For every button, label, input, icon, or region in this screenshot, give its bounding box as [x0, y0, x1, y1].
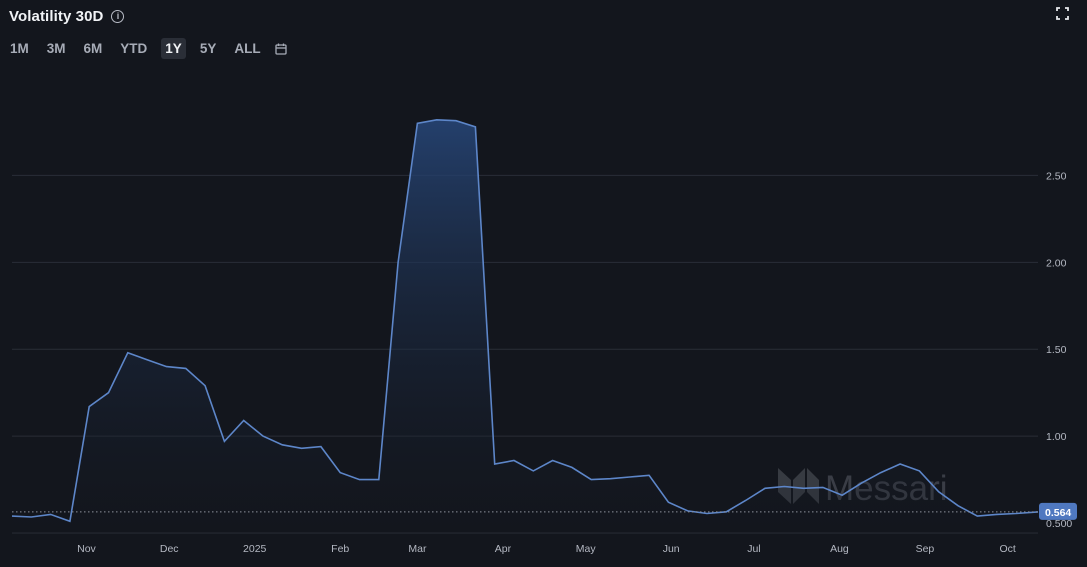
range-5y-button[interactable]: 5Y: [199, 41, 217, 56]
x-tick-label: Sep: [916, 543, 935, 555]
x-tick-label: Jun: [663, 543, 680, 555]
current-value-badge: 0.564: [1039, 502, 1077, 520]
y-tick-label-partial: 0.500: [1046, 518, 1072, 530]
x-tick-label: Feb: [331, 543, 349, 555]
x-tick-label: Apr: [495, 543, 512, 555]
x-tick-label: Oct: [999, 543, 1015, 555]
y-tick-label: 1.50: [1046, 344, 1067, 356]
chart-header: Volatility 30D i: [9, 5, 125, 27]
range-all-button[interactable]: ALL: [234, 41, 261, 56]
y-tick-label: 2.50: [1046, 170, 1067, 182]
info-icon[interactable]: i: [111, 9, 125, 23]
range-1y-button[interactable]: 1Y: [161, 38, 186, 59]
current-value-label: 0.564: [1045, 507, 1071, 519]
x-tick-label: Mar: [408, 543, 427, 555]
x-tick-label: Dec: [160, 543, 179, 555]
range-ytd-button[interactable]: YTD: [120, 41, 148, 56]
x-axis: Nov Dec 2025 Feb Mar Apr May Jun Jul Aug Sep Oct: [77, 543, 1016, 555]
y-tick-label: 2.00: [1046, 257, 1067, 269]
y-tick-label: 1.00: [1046, 431, 1067, 443]
volatility-line: [11, 118, 1039, 523]
chart-title: Volatility 30D: [9, 7, 104, 25]
range-3m-button[interactable]: 3M: [46, 41, 66, 56]
x-tick-label: Nov: [77, 543, 96, 555]
x-tick-label: May: [576, 543, 597, 555]
y-axis: 1.00 1.50 2.00 2.50: [1046, 170, 1067, 443]
x-tick-label: Jul: [747, 543, 760, 555]
x-tick-label: Aug: [830, 543, 849, 555]
calendar-icon[interactable]: [274, 43, 287, 55]
range-6m-button[interactable]: 6M: [83, 41, 103, 56]
range-1m-button[interactable]: 1M: [10, 41, 29, 56]
x-tick-label: 2025: [243, 543, 267, 555]
range-selector: 1M 3M 6M YTD 1Y 5Y ALL: [6, 38, 287, 59]
fullscreen-icon[interactable]: [1056, 7, 1069, 20]
volatility-area: [12, 119, 1038, 534]
